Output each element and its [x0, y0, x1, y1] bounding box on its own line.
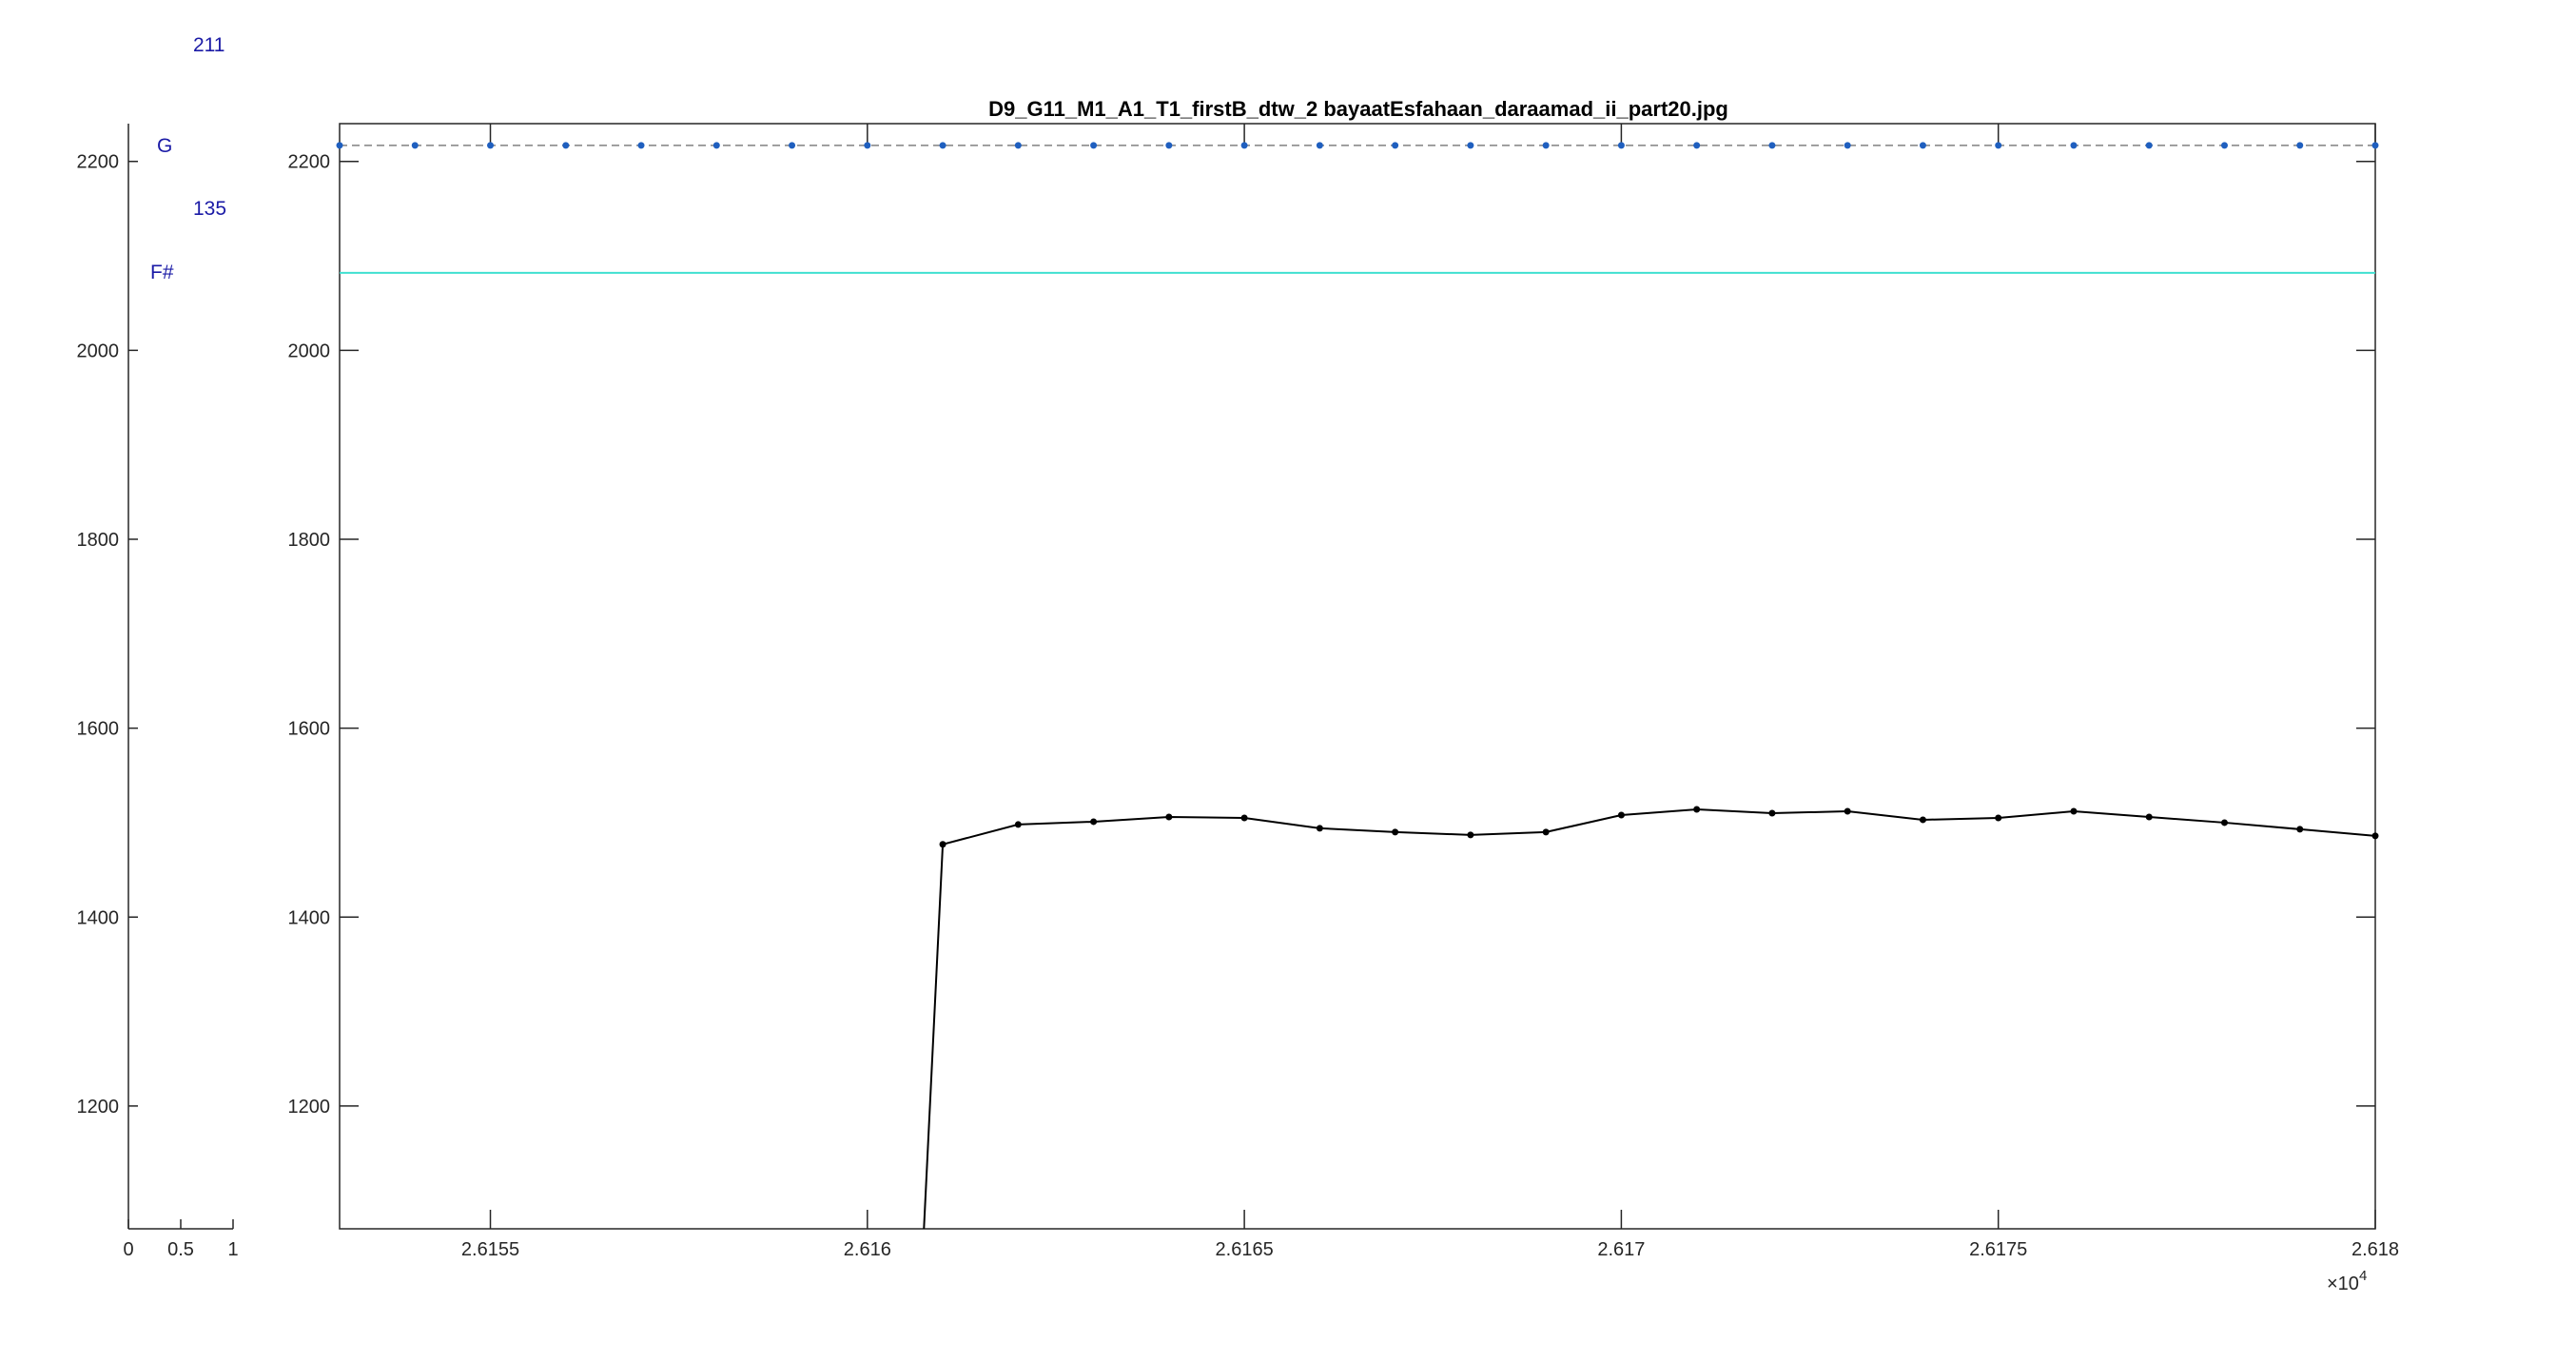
series-1-point-20 [2371, 832, 2379, 840]
side-y-tick-label-1200: 1200 [77, 1097, 120, 1118]
series-0 [336, 142, 2379, 149]
series-0-point-20 [1844, 142, 1851, 149]
series-0-point-7 [864, 142, 871, 149]
series-0-point-11 [1165, 142, 1173, 149]
series-0-point-18 [1693, 142, 1701, 149]
series-1-point-18 [2220, 819, 2228, 826]
series-0-point-0 [336, 142, 343, 149]
y-axis-ticks: 1200 1400 1600 1800 2000 2200 [288, 152, 2375, 1118]
series-1-point-1 [939, 841, 946, 848]
series-0-point-15 [1467, 142, 1474, 149]
x-exponent-label: ×104 [2327, 1268, 2367, 1294]
series-0-point-16 [1542, 142, 1550, 149]
side-y-tick-label-1600: 1600 [77, 719, 120, 740]
series-0-point-12 [1240, 142, 1248, 149]
side-x-tick-label-1: 1 [227, 1239, 238, 1260]
y-tick-label-1200: 1200 [288, 1097, 331, 1118]
series-0-point-3 [562, 142, 570, 149]
series-1-point-15 [1995, 814, 2002, 822]
series-0-point-9 [1014, 142, 1022, 149]
series-0-point-17 [1617, 142, 1625, 149]
y-tick-label-2000: 2000 [288, 340, 331, 361]
series-0-point-13 [1316, 142, 1323, 149]
x-tick-label-26175: 2.6175 [1969, 1239, 2027, 1260]
series-0-point-21 [1919, 142, 1926, 149]
series-0-point-5 [712, 142, 720, 149]
x-exponent-power: 4 [2359, 1268, 2367, 1284]
reference-lines [340, 145, 2375, 274]
series-1-point-3 [1090, 818, 1098, 826]
side-y-tick-label-1800: 1800 [77, 530, 120, 551]
series-0-point-14 [1392, 142, 1399, 149]
series-1-point-10 [1617, 811, 1625, 819]
x-tick-label-26170: 2.617 [1597, 1239, 1645, 1260]
y-tick-label-2200: 2200 [288, 152, 331, 173]
annotation-note-f-sharp: F# [150, 262, 174, 283]
annotation-note-g: G [157, 135, 172, 157]
series-0-point-10 [1090, 142, 1098, 149]
series-0-point-6 [789, 142, 796, 149]
series-1-point-13 [1844, 807, 1851, 815]
x-tick-label-26155: 2.6155 [461, 1239, 519, 1260]
series-0-point-25 [2220, 142, 2228, 149]
chart-title: D9_G11_M1_A1_T1_firstB_dtw_2 bayaatEsfah… [988, 97, 1728, 121]
series-0-point-8 [939, 142, 946, 149]
series-0-point-19 [1768, 142, 1776, 149]
series-1-point-17 [2145, 813, 2153, 821]
series-1-point-11 [1693, 806, 1701, 813]
series-1-point-5 [1240, 814, 1248, 822]
series-1-point-6 [1316, 825, 1323, 832]
side-x-tick-label-0.5: 0.5 [167, 1239, 194, 1260]
series-1-point-8 [1467, 831, 1474, 839]
series-1-point-16 [2070, 807, 2078, 815]
series-0-point-2 [487, 142, 495, 149]
side-panel-x-ticks: 0 0.5 1 [123, 1219, 239, 1260]
side-x-tick-label-0: 0 [123, 1239, 133, 1260]
side-panel-y-ticks: 1200 1400 1600 1800 2000 2200 [77, 152, 138, 1118]
series-1-point-12 [1768, 809, 1776, 817]
y-tick-label-1600: 1600 [288, 719, 331, 740]
plot-box [339, 123, 2376, 1230]
x-tick-label-26160: 2.616 [844, 1239, 891, 1260]
annotation-211: 211 [193, 34, 224, 56]
series-1-point-2 [1014, 821, 1022, 828]
side-y-tick-label-1400: 1400 [77, 907, 120, 928]
series-1-line [923, 808, 2376, 1230]
series-0-point-4 [637, 142, 645, 149]
series-0-point-23 [2070, 142, 2078, 149]
x-axis-ticks: 2.6155 2.616 2.6165 2.617 2.6175 2.618 [461, 124, 2399, 1260]
series-0-point-26 [2296, 142, 2304, 149]
series-0-point-27 [2371, 142, 2379, 149]
series-1-point-4 [1165, 813, 1173, 821]
side-y-tick-label-2200: 2200 [77, 152, 120, 173]
x-tick-label-26180: 2.618 [2352, 1239, 2399, 1260]
series-layer [336, 142, 2379, 1230]
annotation-135: 135 [193, 198, 226, 220]
series-0-point-1 [411, 142, 419, 149]
series-1-point-9 [1542, 828, 1550, 836]
y-tick-label-1400: 1400 [288, 907, 331, 928]
side-y-tick-label-2000: 2000 [77, 340, 120, 361]
series-1-point-14 [1919, 816, 1926, 824]
series-1-point-7 [1392, 828, 1399, 836]
series-1 [923, 806, 2379, 1230]
series-0-point-22 [1995, 142, 2002, 149]
series-1-point-19 [2296, 826, 2304, 833]
x-tick-label-26165: 2.6165 [1216, 1239, 1274, 1260]
y-tick-label-1800: 1800 [288, 530, 331, 551]
series-0-point-24 [2145, 142, 2153, 149]
